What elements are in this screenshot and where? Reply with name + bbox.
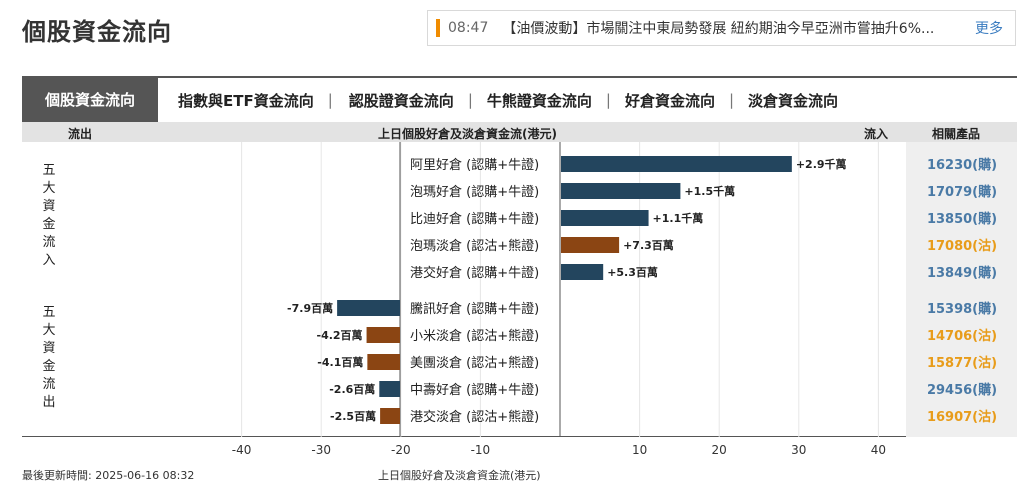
stock-name-label: 中壽好倉 (認購+牛證) (410, 382, 539, 398)
flow-bar (379, 381, 400, 397)
data-label: +1.5千萬 (684, 184, 735, 198)
chart-title: 上日個股好倉及淡倉資金流(港元) (378, 127, 557, 141)
flow-bar (367, 354, 400, 370)
flow-bar (561, 156, 792, 172)
top5-outflow-label: 五大資金流出 (42, 305, 56, 410)
page-title: 個股資金流向 (22, 18, 172, 46)
tab-separator: | (605, 91, 611, 109)
related-product-link[interactable]: 13849(購) (927, 265, 997, 281)
stock-name-label: 阿里好倉 (認購+牛證) (410, 157, 539, 173)
fund-flow-chart-area: 五大資金流入 五大資金流出 -40 -30 -20 -10 10 20 30 40 阿里好倉 (… (22, 142, 1017, 457)
chart-header-row: 流出 上日個股好倉及淡倉資金流(港元) 流入 相關產品 (22, 122, 1017, 142)
x-tick-label: -20 (391, 443, 411, 457)
tab-short-fund-flow[interactable]: 淡倉資金流向 (748, 91, 839, 110)
x-tick-label: -10 (471, 443, 491, 457)
data-label: -7.9百萬 (287, 301, 333, 315)
x-tick-label: 30 (791, 443, 806, 457)
related-product-link[interactable]: 14706(沽) (927, 328, 997, 344)
tab-separator: | (728, 91, 735, 109)
flow-bar (561, 210, 649, 226)
stock-name-label: 泡瑪好倉 (認購+牛證) (410, 184, 539, 200)
data-label: +5.3百萬 (607, 265, 658, 279)
chart-caption: 上日個股好倉及淡倉資金流(港元) (378, 469, 541, 482)
stock-name-label: 港交好倉 (認購+牛證) (410, 265, 539, 281)
stock-name-label: 騰訊好倉 (認購+牛證) (410, 301, 539, 317)
data-label: -2.5百萬 (330, 409, 376, 423)
tab-long-fund-flow[interactable]: 好倉資金流向 (624, 91, 715, 110)
data-label: -2.6百萬 (329, 382, 375, 396)
related-product-link[interactable]: 13850(購) (927, 211, 997, 227)
inflow-header: 流入 (864, 127, 889, 141)
tab-index-etf-fund-flow[interactable]: 指數與ETF資金流向 (178, 91, 314, 110)
ticker-more-link[interactable]: 更多 (975, 21, 1003, 37)
tab-warrant-fund-flow[interactable]: 認股證資金流向 (348, 91, 454, 110)
tab-bar: 個股資金流向 指數與ETF資金流向 | 認股證資金流向 | 牛熊證資金流向 | … (22, 76, 1017, 122)
stock-name-label: 港交淡倉 (認沽+熊證) (410, 409, 539, 425)
stock-name-label: 比迪好倉 (認購+牛證) (410, 211, 539, 227)
x-tick-label: 20 (712, 443, 727, 457)
ticker-time: 08:47 (448, 20, 489, 36)
related-product-link[interactable]: 15877(沽) (927, 355, 997, 371)
related-product-link[interactable]: 17079(購) (927, 184, 997, 200)
data-label: -4.2百萬 (317, 328, 363, 342)
data-label: +7.3百萬 (623, 238, 674, 252)
related-product-link[interactable]: 17080(沽) (927, 238, 997, 254)
stock-name-label: 泡瑪淡倉 (認沽+熊證) (410, 238, 539, 254)
ticker-headline[interactable]: 【油價波動】市場關注中東局勢發展 紐約期油今早亞洲市嘗抽升6%... (502, 21, 935, 37)
related-product-link[interactable]: 29456(購) (927, 382, 997, 398)
top5-inflow-label: 五大資金流入 (42, 163, 56, 268)
x-tick-label: 10 (632, 443, 647, 457)
x-tick-label: 40 (871, 443, 886, 457)
fund-flow-bar-chart: -40 -30 -20 -10 10 20 30 40 阿里好倉 (認購+牛證) +2.9千萬 16… (232, 142, 997, 457)
x-tick-label: -40 (232, 443, 252, 457)
x-tick-label: -30 (311, 443, 331, 457)
flow-bar (561, 264, 604, 280)
last-updated: 最後更新時間: 2025-06-16 08:32 (22, 469, 195, 482)
data-label: -4.1百萬 (317, 355, 363, 369)
tab-separator: | (327, 91, 333, 109)
tab-cbbc-fund-flow[interactable]: 牛熊證資金流向 (486, 91, 592, 110)
tab-stock-fund-flow[interactable]: 個股資金流向 (22, 76, 158, 122)
data-label: +2.9千萬 (796, 157, 847, 171)
related-product-link[interactable]: 15398(購) (927, 301, 997, 317)
news-ticker[interactable]: 08:47 【油價波動】市場關注中東局勢發展 紐約期油今早亞洲市嘗抽升6%...… (427, 10, 1016, 46)
outflow-header: 流出 (68, 127, 93, 141)
related-product-link[interactable]: 16230(購) (927, 157, 997, 173)
stock-name-label: 美團淡倉 (認沽+熊證) (410, 355, 539, 371)
products-header: 相關產品 (932, 127, 981, 141)
related-product-link[interactable]: 16907(沽) (927, 409, 997, 425)
flow-bar (380, 408, 400, 424)
tab-separator: | (467, 91, 473, 109)
products-column (906, 142, 1017, 437)
ticker-accent-bar (436, 19, 440, 37)
flow-bar (366, 327, 400, 343)
flow-bar (337, 300, 400, 316)
flow-bar (561, 183, 681, 199)
stock-name-label: 小米淡倉 (認沽+熊證) (410, 328, 539, 344)
flow-bar (561, 237, 620, 253)
data-label: +1.1千萬 (653, 211, 704, 225)
